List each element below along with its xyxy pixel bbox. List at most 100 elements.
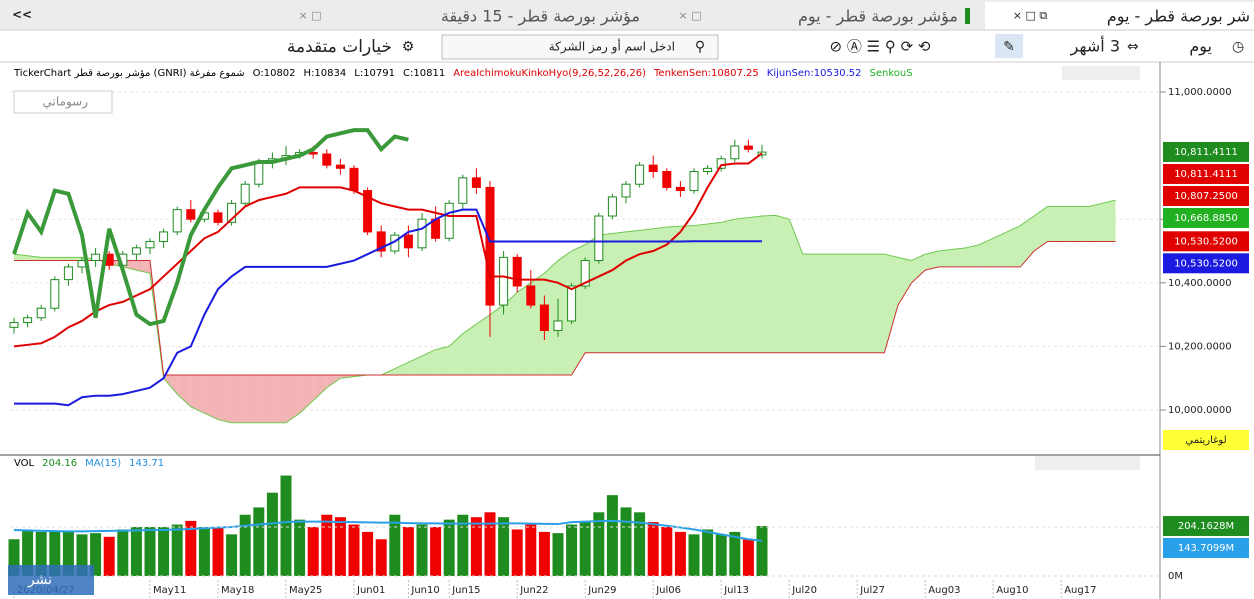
legend-item: O:10802 — [253, 68, 296, 79]
tool-active[interactable] — [995, 34, 1023, 58]
volume-bar — [253, 507, 265, 576]
candle-body — [417, 218, 427, 249]
candle-body — [648, 164, 658, 172]
volume-legend: VOL 204.16 MA(15) 143.71 — [14, 458, 164, 469]
search-icon[interactable]: ⚲ — [695, 39, 705, 55]
legend: TickerChart مؤشر بورصة قطر (GNRI) شموع م… — [13, 68, 913, 79]
drawings-button[interactable] — [13, 90, 113, 114]
period-button[interactable]: يوم — [1189, 37, 1212, 57]
volume-bar — [266, 492, 278, 576]
x-tick-label: Aug10 — [996, 585, 1028, 596]
price-tag — [1163, 537, 1249, 558]
cloud-segment — [966, 244, 980, 267]
volume-bar — [538, 531, 550, 576]
candle-body — [716, 158, 726, 169]
drawings-label[interactable]: رسوماتي — [43, 95, 89, 110]
x-tick-label: Jun22 — [519, 585, 548, 596]
panel-controls[interactable] — [1035, 456, 1140, 470]
volume-bar — [226, 534, 238, 576]
candle-body — [131, 247, 141, 255]
volume-bar — [756, 525, 768, 576]
price-tag-label: 143.7099M — [1178, 543, 1234, 554]
volume-bar — [185, 520, 197, 576]
tab-icons[interactable]: × □ — [678, 9, 701, 22]
legend-item: C:10811 — [403, 68, 445, 79]
legend-item: L:10791 — [354, 68, 395, 79]
cloud-segment — [1102, 200, 1116, 242]
price-tag-label: 204.1628M — [1178, 521, 1234, 532]
candle-body — [539, 304, 549, 331]
cloud-segment — [626, 230, 640, 353]
volume-bar — [76, 534, 88, 576]
candle-body — [145, 240, 155, 249]
tab[interactable]: مؤشر بورصة قطر - 15 دقيقة — [441, 7, 640, 27]
kijun-line — [14, 208, 762, 407]
candle-body — [50, 279, 60, 309]
volume-bar — [647, 522, 659, 576]
tab-icons[interactable]: × □ ⧉ — [1013, 9, 1048, 22]
price-tag — [1163, 141, 1249, 162]
tab[interactable]: مؤشر بورصة قطر - يوم — [798, 7, 958, 27]
volume-bar — [593, 512, 605, 576]
publish-label[interactable]: نشر — [27, 572, 52, 588]
search-placeholder[interactable]: ادخل اسم أو رمز الشركة — [549, 39, 675, 55]
candle-body — [213, 212, 223, 223]
volume-bar — [634, 512, 646, 576]
cloud-segment — [802, 254, 817, 353]
volume-bar — [321, 514, 333, 576]
cloud-segment — [925, 251, 939, 271]
senkou-a-line — [13, 199, 1116, 424]
senkou-b-line — [14, 240, 1116, 376]
candle-body — [567, 285, 577, 322]
cloud-segment — [734, 217, 749, 353]
candle-body — [526, 285, 536, 306]
gear-icon: ⚙ — [402, 39, 415, 55]
log-button[interactable] — [1163, 430, 1249, 450]
volume-bar — [661, 527, 673, 576]
tab-active[interactable] — [985, 2, 1254, 30]
tab[interactable]: شر بورصة قطر - يوم — [1107, 7, 1250, 27]
cloud-segment — [1020, 216, 1034, 267]
nav-button[interactable]: << — [12, 8, 32, 22]
cloud-segment — [54, 257, 69, 261]
candle-body — [444, 202, 454, 239]
cloud-segment — [952, 247, 966, 267]
tab-icons[interactable]: × □ — [298, 9, 321, 22]
volume-bar — [35, 531, 47, 576]
candle-body — [485, 186, 495, 306]
y-tick-label: 10,400.0000 — [1168, 278, 1232, 289]
candle-body — [63, 266, 73, 281]
cloud-segment — [1047, 206, 1062, 242]
panel-controls[interactable] — [1062, 66, 1140, 80]
cloud-segment — [449, 333, 463, 376]
volume-bar — [8, 539, 20, 576]
x-tick-label: May18 — [221, 585, 254, 596]
toolbar-icons[interactable]: ⊘ Ⓐ ☰ ⚲ ⟳ ⟲ — [830, 38, 931, 56]
x-tick-label: Aug17 — [1064, 585, 1096, 596]
range-button[interactable]: 3 أشهر — [1070, 36, 1120, 57]
cloud-segment — [748, 216, 762, 353]
candle-body — [635, 164, 645, 185]
cloud-segment — [558, 251, 572, 376]
toolbar-icons[interactable]: ✎ — [1003, 39, 1015, 55]
candle-body — [580, 260, 590, 287]
cloud-segment — [870, 254, 885, 353]
x-tick-label: May11 — [153, 585, 186, 596]
candle-body — [159, 231, 169, 242]
search-box[interactable] — [441, 34, 719, 60]
volume-bar — [715, 534, 727, 576]
log-label[interactable]: لوغاريتمي — [1185, 435, 1226, 446]
x-tick-label: Jul27 — [859, 585, 885, 596]
x-tick-label: Jun01 — [356, 585, 385, 596]
cloud-segment — [435, 346, 450, 376]
advanced-button[interactable]: خيارات متقدمة — [287, 37, 392, 57]
cloud-segment — [544, 260, 558, 376]
volume-bar — [416, 524, 428, 576]
legend-item: AreaIchimokuKinkoHyo(9,26,52,26,26) — [453, 68, 646, 79]
x-tick-label: Jun10 — [410, 585, 439, 596]
publish-button[interactable] — [8, 565, 94, 595]
cloud-segment — [422, 349, 436, 376]
legend-item: MA(15) — [85, 458, 121, 469]
cloud-segment — [979, 238, 994, 267]
legend-item: KijunSen:10530.52 — [767, 68, 862, 79]
